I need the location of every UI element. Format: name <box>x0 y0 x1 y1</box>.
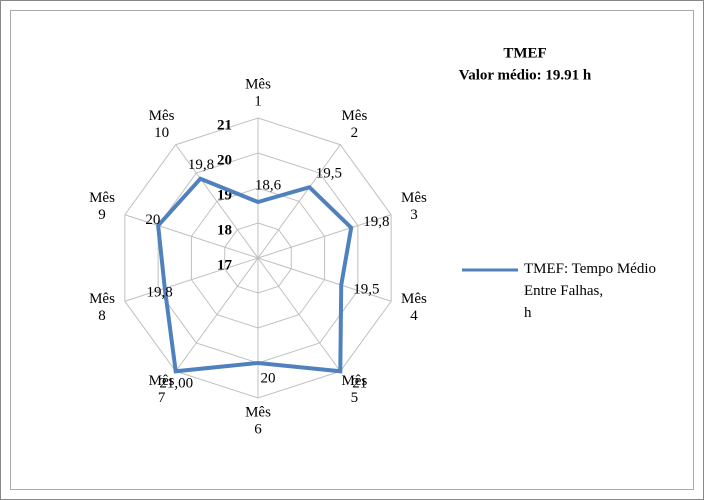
spoke <box>124 257 259 302</box>
category-label: Mês 2 <box>341 108 367 141</box>
category-label: Mês 4 <box>401 292 427 325</box>
tick-label: 17 <box>217 257 233 273</box>
series-line <box>156 176 354 374</box>
value-label: 19,5 <box>353 281 379 297</box>
value-label: 19,8 <box>188 157 214 173</box>
value-label: 21,00 <box>159 376 193 392</box>
spoke <box>175 144 259 259</box>
spoke <box>124 214 259 259</box>
chart-subtitle: Valor médio: 19.91 h <box>459 67 592 83</box>
category-label: Mês 5 <box>341 374 367 407</box>
value-label: 20 <box>261 370 276 386</box>
value-label: 18,6 <box>255 177 282 193</box>
legend-label: TMEF: Tempo Médio Entre Falhas, h <box>524 261 656 321</box>
value-label: 21 <box>352 376 367 392</box>
spoke <box>257 144 341 259</box>
spoke <box>257 257 392 302</box>
category-label: Mês 9 <box>89 190 115 223</box>
value-label: 20 <box>145 212 160 228</box>
tick-label: 21 <box>217 117 232 133</box>
tick-label: 18 <box>217 222 232 238</box>
chart-title: TMEF <box>503 45 546 61</box>
category-label: Mês 7 <box>149 374 175 407</box>
category-label: Mês 1 <box>245 77 271 110</box>
category-label: Mês 10 <box>149 108 175 141</box>
value-label: 19,8 <box>146 285 172 301</box>
tick-label: 20 <box>217 152 232 168</box>
category-label: Mês 8 <box>89 292 115 325</box>
spoke <box>257 257 341 372</box>
value-label: 19,5 <box>316 166 342 182</box>
category-label: Mês 3 <box>401 190 427 223</box>
spoke <box>175 257 259 372</box>
category-label: Mês 6 <box>245 405 271 438</box>
spoke <box>257 214 392 259</box>
chart-frame <box>10 10 694 490</box>
value-label: 19,8 <box>363 214 389 230</box>
